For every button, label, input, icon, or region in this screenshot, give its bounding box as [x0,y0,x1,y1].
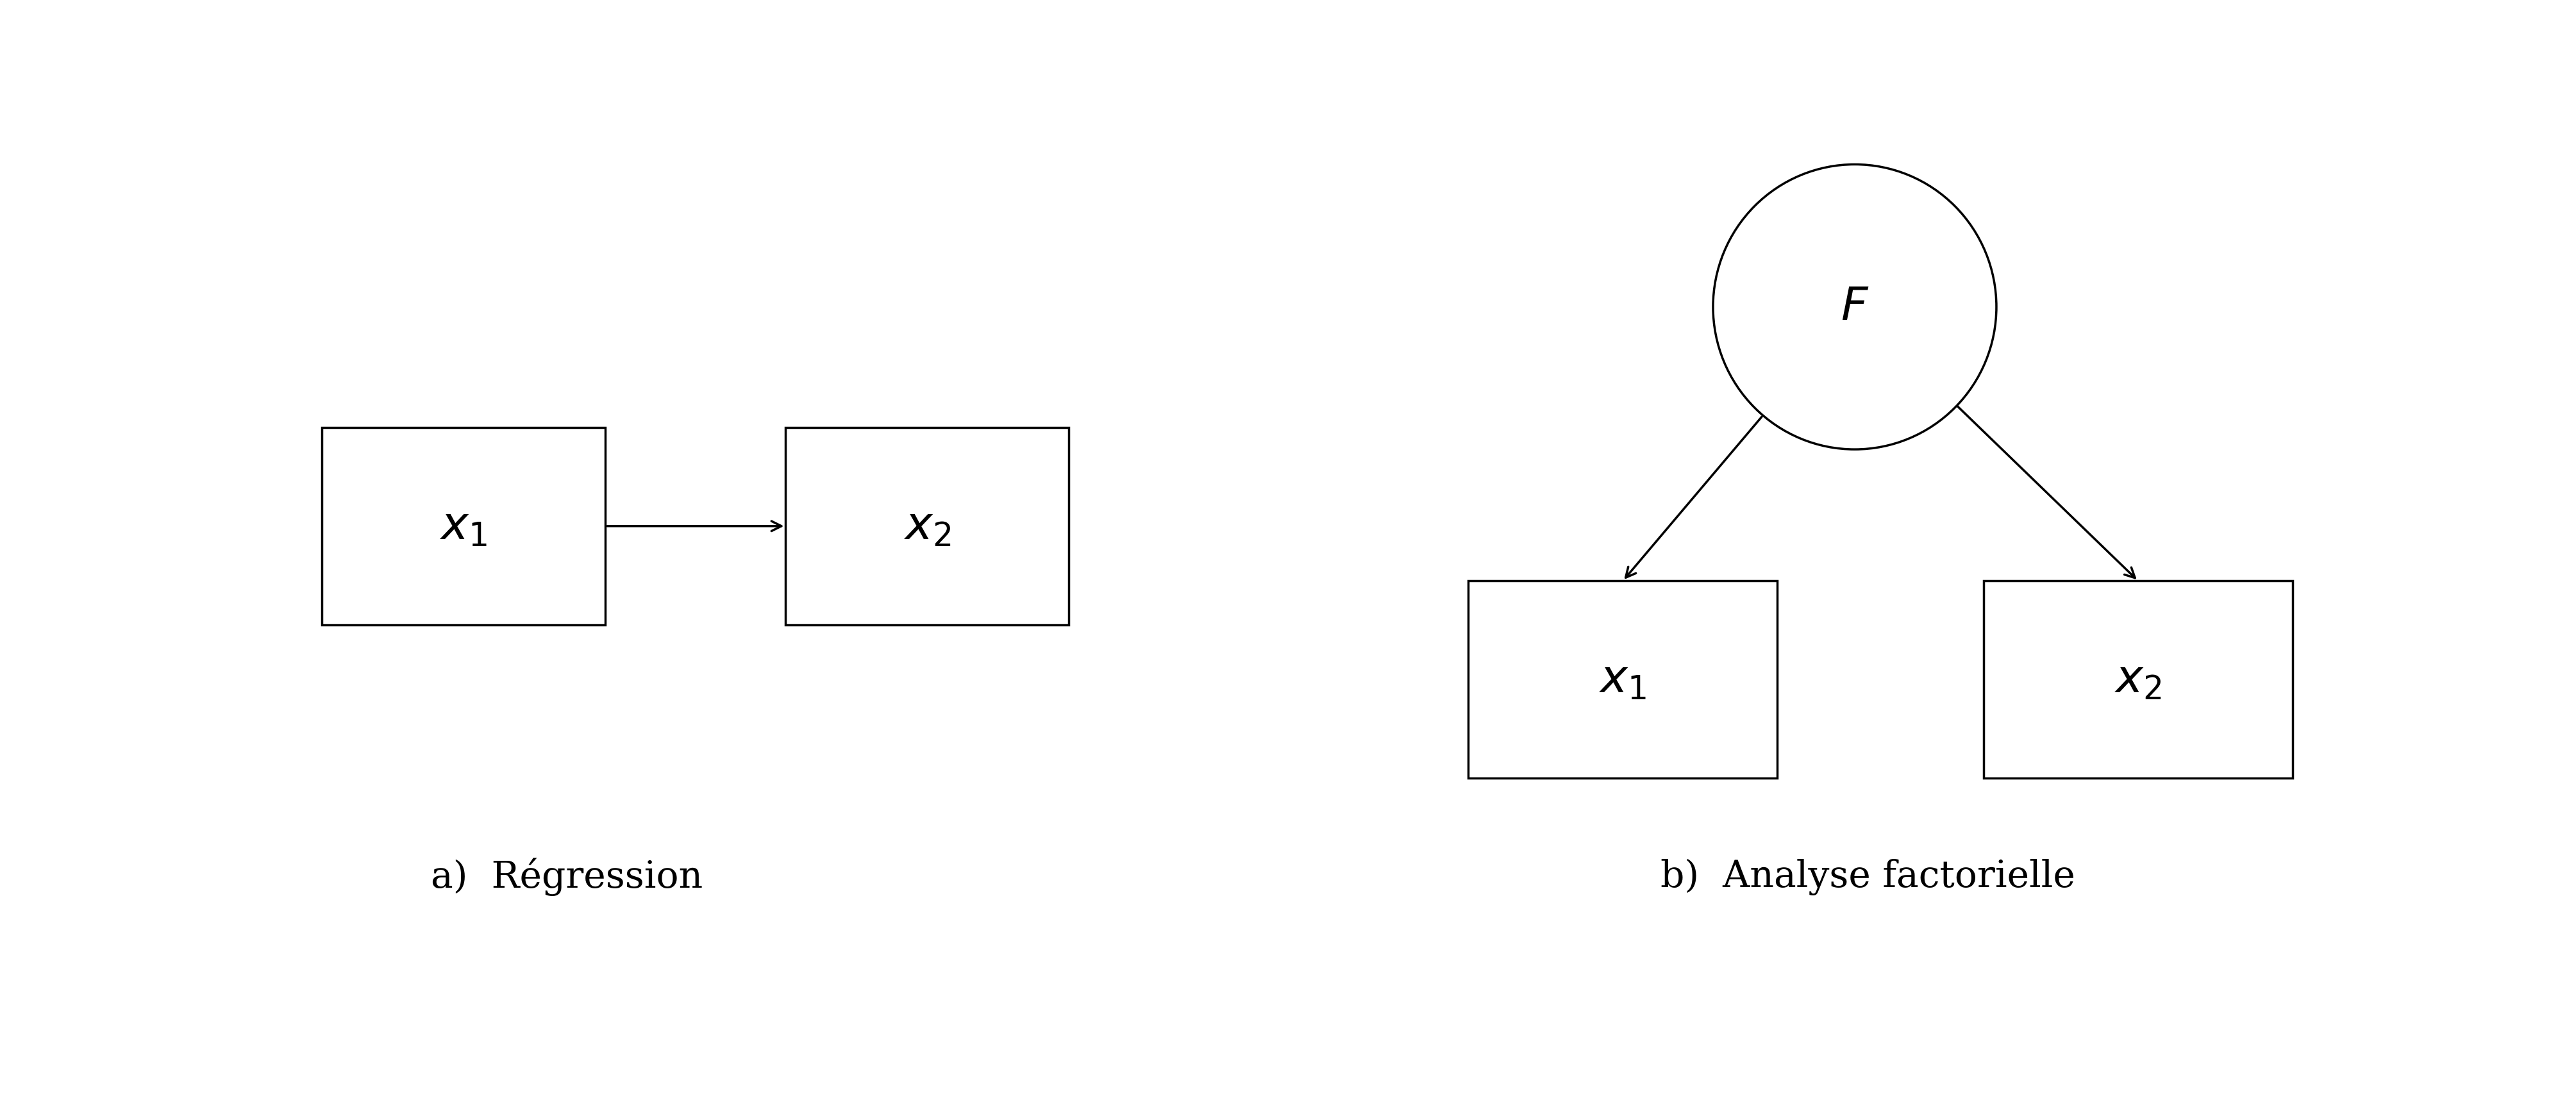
Text: $x_1$: $x_1$ [1600,657,1646,703]
FancyBboxPatch shape [786,427,1069,625]
FancyBboxPatch shape [1984,581,2293,778]
FancyBboxPatch shape [1468,581,1777,778]
Text: $x_1$: $x_1$ [440,503,487,549]
Text: $F$: $F$ [1839,284,1870,330]
Text: a)  Régression: a) Régression [430,858,703,895]
Text: $x_2$: $x_2$ [2115,657,2161,703]
Text: b)  Analyse factorielle: b) Analyse factorielle [1662,858,2074,895]
FancyBboxPatch shape [322,427,605,625]
Ellipse shape [1713,164,1996,449]
Text: $x_2$: $x_2$ [904,503,951,549]
